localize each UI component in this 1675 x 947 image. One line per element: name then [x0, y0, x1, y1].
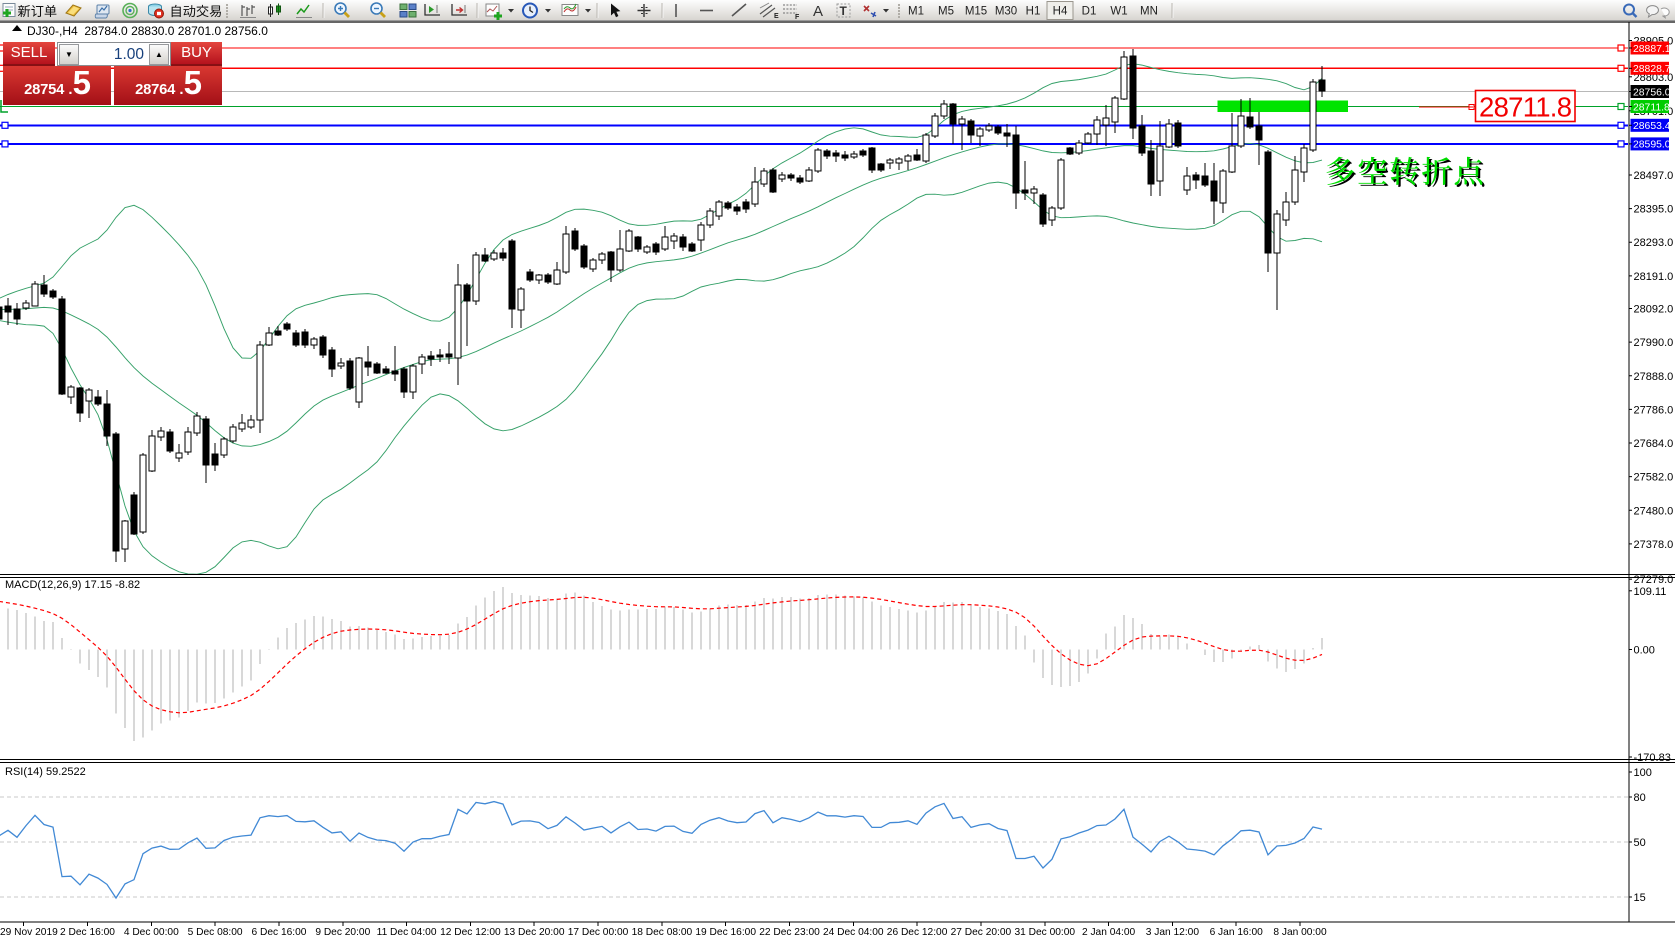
svg-text:6 Jan 16:00: 6 Jan 16:00	[1210, 927, 1264, 938]
svg-text:28595.0: 28595.0	[1633, 140, 1671, 151]
svg-text:13 Dec 20:00: 13 Dec 20:00	[504, 927, 565, 938]
svg-text:18 Dec 08:00: 18 Dec 08:00	[632, 927, 693, 938]
svg-text:27888.0: 27888.0	[1634, 371, 1674, 383]
svg-text:22 Dec 23:00: 22 Dec 23:00	[759, 927, 820, 938]
svg-text:15: 15	[1634, 892, 1646, 904]
svg-text:W1: W1	[1110, 6, 1127, 18]
svg-text:11 Dec 04:00: 11 Dec 04:00	[377, 927, 437, 938]
svg-text:17 Dec 00:00: 17 Dec 00:00	[568, 927, 629, 938]
svg-text:D1: D1	[1082, 6, 1097, 18]
svg-text:MACD(12,26,9) 17.15 -8.82: MACD(12,26,9) 17.15 -8.82	[5, 579, 140, 591]
svg-text:DJ30-,H4 28784.0 28830.0 2870: DJ30-,H4 28784.0 28830.0 28701.0 28756.0	[27, 24, 268, 38]
svg-text:12 Dec 12:00: 12 Dec 12:00	[440, 927, 501, 938]
svg-text:F: F	[795, 14, 800, 21]
svg-text:109.11: 109.11	[1634, 586, 1667, 598]
svg-text:31 Dec 00:00: 31 Dec 00:00	[1014, 927, 1075, 938]
svg-text:3 Jan 12:00: 3 Jan 12:00	[1146, 927, 1200, 938]
svg-text:50: 50	[1634, 837, 1646, 849]
svg-text:28887.1: 28887.1	[1633, 44, 1671, 55]
svg-text:29 Nov 2019: 29 Nov 2019	[0, 927, 58, 938]
svg-text:9 Dec 20:00: 9 Dec 20:00	[315, 927, 370, 938]
svg-text:80: 80	[1634, 792, 1646, 804]
svg-text:27990.0: 27990.0	[1634, 337, 1674, 349]
svg-text:28092.0: 28092.0	[1634, 304, 1674, 316]
svg-text:MN: MN	[1140, 6, 1158, 18]
svg-text:E: E	[774, 13, 779, 20]
svg-text:27786.0: 27786.0	[1634, 404, 1674, 416]
svg-text:H1: H1	[1026, 6, 1041, 18]
svg-text:6 Dec 16:00: 6 Dec 16:00	[252, 927, 307, 938]
svg-text:8 Jan 00:00: 8 Jan 00:00	[1273, 927, 1327, 938]
svg-text:19 Dec 16:00: 19 Dec 16:00	[695, 927, 756, 938]
svg-text:27582.0: 27582.0	[1634, 472, 1674, 484]
svg-text:27 Dec 20:00: 27 Dec 20:00	[951, 927, 1012, 938]
svg-text:28756.0: 28756.0	[1633, 87, 1671, 98]
svg-text:27378.0: 27378.0	[1634, 539, 1674, 551]
svg-text:M5: M5	[938, 6, 954, 18]
svg-text:A: A	[813, 3, 823, 20]
svg-text:27279.0: 27279.0	[1634, 574, 1674, 586]
svg-text:27480.0: 27480.0	[1634, 505, 1674, 517]
svg-text:M1: M1	[908, 6, 924, 18]
svg-text:24 Dec 04:00: 24 Dec 04:00	[823, 927, 884, 938]
svg-text:T: T	[840, 4, 848, 18]
svg-text:28711.8: 28711.8	[1479, 92, 1572, 123]
svg-text:28828.7: 28828.7	[1633, 64, 1671, 75]
svg-text:5 Dec 08:00: 5 Dec 08:00	[188, 927, 243, 938]
svg-text:0.00: 0.00	[1634, 645, 1655, 657]
svg-text:M30: M30	[995, 6, 1017, 18]
svg-text:M15: M15	[965, 6, 987, 18]
svg-text:2 Dec 16:00: 2 Dec 16:00	[60, 927, 115, 938]
svg-text:28293.0: 28293.0	[1634, 237, 1674, 249]
svg-text:2 Jan 04:00: 2 Jan 04:00	[1082, 927, 1136, 938]
svg-text:100: 100	[1634, 767, 1652, 779]
svg-text:28653.4: 28653.4	[1633, 121, 1671, 132]
svg-text:27684.0: 27684.0	[1634, 438, 1674, 450]
svg-text:28191.0: 28191.0	[1634, 271, 1674, 283]
svg-text:28395.0: 28395.0	[1634, 204, 1674, 216]
svg-text:-170.83: -170.83	[1634, 752, 1671, 764]
svg-text:26 Dec 12:00: 26 Dec 12:00	[887, 927, 948, 938]
svg-text:28497.0: 28497.0	[1634, 170, 1674, 182]
svg-text:4 Dec 00:00: 4 Dec 00:00	[124, 927, 179, 938]
svg-text:H4: H4	[1053, 6, 1068, 18]
svg-text:RSI(14) 59.2522: RSI(14) 59.2522	[5, 766, 86, 778]
svg-text:28711.8: 28711.8	[1633, 102, 1670, 113]
